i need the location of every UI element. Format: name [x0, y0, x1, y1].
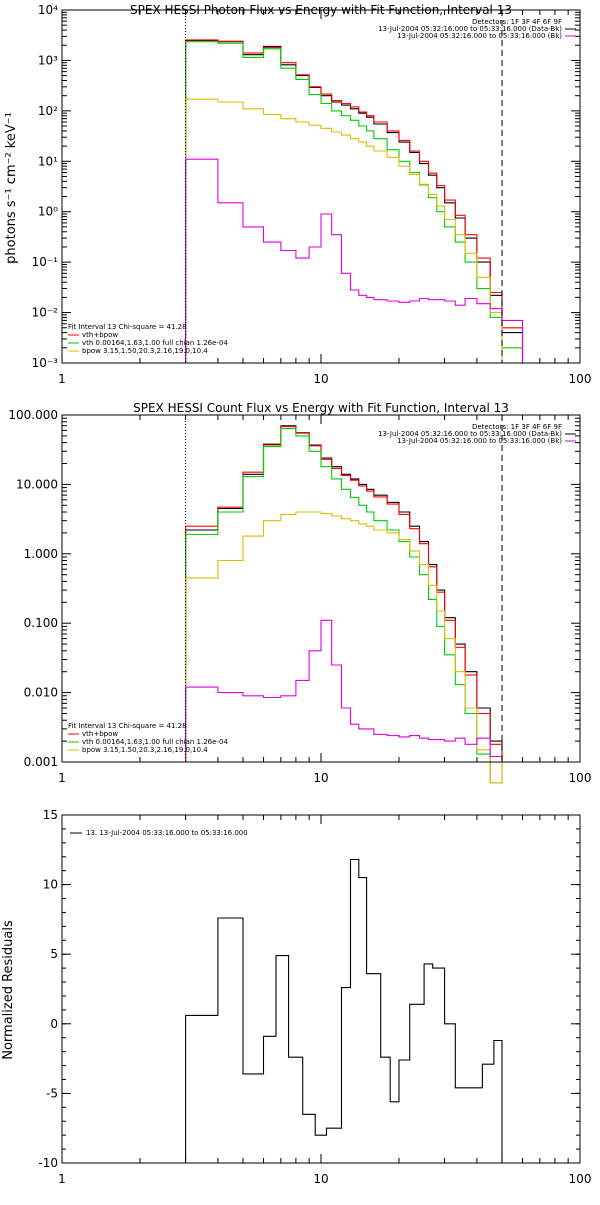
series-bpow-line: [185, 511, 503, 784]
x-tick-labels: 1 10 100: [58, 1172, 591, 1186]
y-tick-label: -5: [46, 1086, 58, 1100]
plot-area: [185, 858, 503, 1163]
y-tick-label: 100.000: [8, 408, 58, 422]
plot-area: [185, 415, 503, 784]
x-tick-label: 100: [569, 1172, 592, 1186]
x-tick-label: 10: [313, 1172, 328, 1186]
y-tick-label: 10⁻²: [32, 306, 59, 320]
y-tick-label: 10.000: [16, 477, 58, 491]
count-flux-panel: SPEX HESSI Count Flux vs Energy with Fit…: [8, 401, 591, 785]
x-tick-label: 1: [58, 372, 66, 386]
legend-top-entry: 13-Jul-2004 05:32:16.000 to 05:33:16.000…: [397, 32, 562, 40]
x-tick-label: 10: [313, 771, 328, 785]
y-tick-label: 10⁻³: [32, 356, 59, 370]
y-tick-label: 10²: [38, 104, 58, 118]
series-data-line: [185, 39, 524, 363]
legend-top-entry: 13-Jul-2004 05:32:16.000 to 05:33:16.000…: [397, 437, 562, 445]
legend-entry: 13. 13-Jul-2004 05:33:16.000 to 05:33:16…: [86, 829, 248, 837]
legend-top-entry: Detectors: 1F 3F 4F 6F 9F: [472, 423, 562, 431]
legend-bottom-entry: vth+bpow: [82, 730, 118, 738]
plot-frame: [61, 414, 581, 763]
y-tick-labels: 10⁻³ 10⁻² 10⁻¹ 10⁰ 10¹ 10² 10³ 10⁴: [32, 3, 59, 370]
x-tick-label: 1: [58, 771, 66, 785]
y-tick-label: 10⁻¹: [32, 255, 59, 269]
x-tick-label: 10: [313, 372, 328, 386]
x-tick-labels: 1 10 100: [58, 771, 591, 785]
series-data-line: [185, 858, 503, 1163]
y-tick-label: 10¹: [38, 154, 58, 168]
series-data-line: [185, 425, 503, 762]
series-vth-line: [185, 427, 503, 784]
series-bk-line: [185, 619, 503, 762]
y-tick-label: 10⁰: [38, 205, 58, 219]
x-tick-labels: 1 10 100: [58, 372, 591, 386]
legend-bottom-entry: vth 0.00164,1.63,1.00 full chian 1.26e-0…: [82, 738, 228, 746]
y-tick-label: 0.001: [24, 755, 58, 769]
y-tick-label: 5: [50, 947, 58, 961]
plot-area: [185, 10, 524, 364]
legend-top-entry: 13-Jul-2004 05:32:16.000 to 05:33:16.000…: [378, 25, 562, 33]
series-model-line: [185, 39, 524, 363]
photon-flux-panel: SPEX HESSI Photon Flux vs Energy with Fi…: [4, 3, 591, 386]
series-bk-line: [185, 158, 524, 363]
legend-bottom-entry: Fit Interval 13 Chi-square = 41.28: [68, 323, 187, 331]
series-bpow-line: [185, 98, 523, 364]
x-tick-label: 1: [58, 1172, 66, 1186]
plot-frame: [61, 9, 581, 364]
y-tick-label: 0.100: [24, 616, 58, 630]
chart-title: SPEX HESSI Count Flux vs Energy with Fit…: [133, 401, 509, 415]
legend-bottom-entry: vth+bpow: [82, 331, 118, 339]
legend: 13. 13-Jul-2004 05:33:16.000 to 05:33:16…: [70, 829, 248, 837]
y-axis-label: Normalized Residuals: [1, 920, 16, 1060]
y-tick-labels: 0.001 0.010 0.100 1.000 10.000 100.000: [8, 408, 58, 769]
y-tick-labels: -10 -5 0 5 10 15: [38, 808, 58, 1170]
legend-bottom-entry: bpow 3.15,1.50,20.3,2.16,19.0,10.4: [82, 746, 208, 754]
y-tick-label: 10: [43, 878, 58, 892]
legend-top-entry: 13-Jul-2004 05:32:16.000 to 05:33:16.000…: [378, 430, 562, 438]
y-tick-label: 0.010: [24, 686, 58, 700]
series-model-line: [185, 426, 503, 762]
legend-bottom-entry: bpow 3.15,1.50,20.3,2.16,19.0,10.4: [82, 347, 208, 355]
y-tick-label: 1.000: [24, 547, 58, 561]
legend-top-entry: Detectors: 1F 3F 4F 6F 9F: [472, 18, 562, 26]
y-tick-label: 10⁴: [38, 3, 58, 17]
y-tick-label: 15: [43, 808, 58, 822]
legend-bottom-entry: Fit Interval 13 Chi-square = 41.28: [68, 722, 187, 730]
y-tick-label: -10: [38, 1156, 58, 1170]
y-tick-label: 0: [50, 1017, 58, 1031]
x-tick-label: 100: [569, 372, 592, 386]
plot-frame: [61, 814, 581, 1164]
y-tick-label: 10³: [38, 53, 58, 67]
y-axis-label: photons s⁻¹ cm⁻² keV⁻¹: [4, 112, 19, 264]
legend-bottom-entry: vth 0.00164,1.63,1.00 full chian 1.26e-0…: [82, 339, 228, 347]
x-tick-label: 100: [569, 771, 592, 785]
